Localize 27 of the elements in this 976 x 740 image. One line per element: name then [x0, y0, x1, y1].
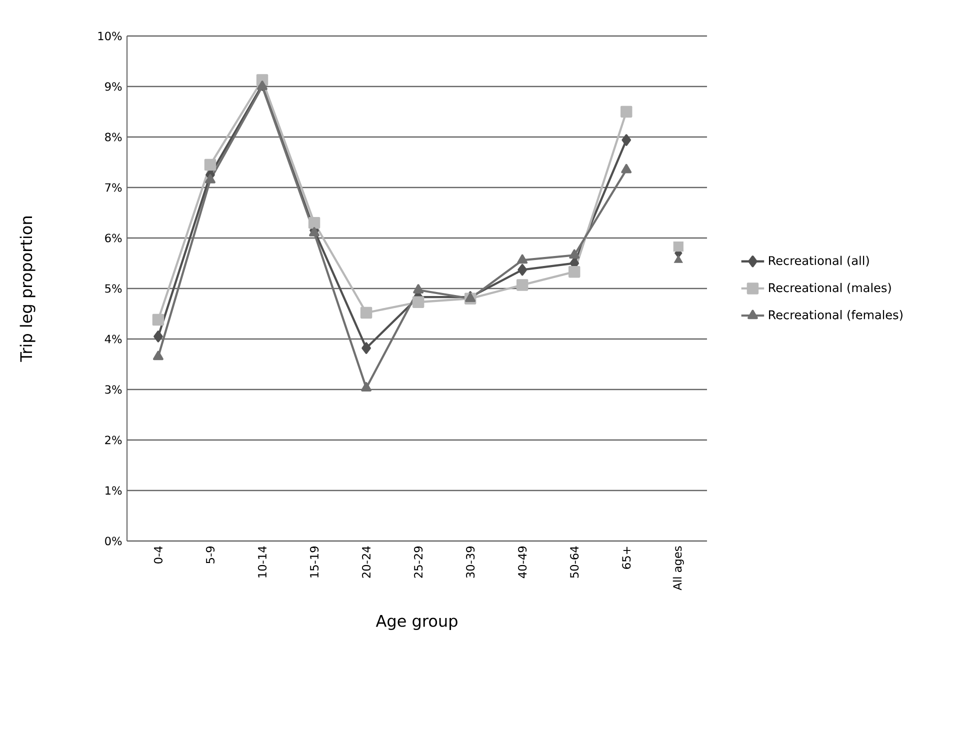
legend-label: Recreational (all) — [769, 256, 869, 267]
y-tick-label: 7% — [105, 183, 122, 192]
y-tick-label: 3% — [105, 385, 122, 394]
x-axis-title: Age group — [376, 615, 458, 630]
x-tick-label: 10-14 — [258, 546, 267, 578]
legend-label: Recreational (males) — [769, 282, 891, 294]
y-axis-title: Trip leg proportion — [20, 216, 36, 362]
x-tick-label: 5-9 — [206, 546, 215, 564]
legend-label: Recreational (females) — [769, 310, 902, 321]
x-tick-label: 50-64 — [570, 546, 579, 578]
y-tick-label: 8% — [105, 132, 122, 142]
y-tick-label: 5% — [105, 284, 122, 293]
y-tick-label: 9% — [105, 82, 122, 91]
y-tick-label: 1% — [106, 486, 122, 495]
y-tick-label: 2% — [105, 436, 122, 444]
y-tick-label: 4% — [104, 334, 122, 344]
x-tick-label: 65+ — [622, 546, 631, 569]
y-tick-label: 6% — [105, 234, 122, 242]
x-tick-label: All ages — [672, 546, 684, 590]
x-tick-label: 0-4 — [154, 546, 163, 564]
y-tick-label: 10% — [98, 32, 122, 40]
x-tick-label: 20-24 — [362, 546, 371, 578]
x-tick-label: 15-19 — [310, 546, 319, 578]
x-tick-label: 25-29 — [414, 546, 423, 578]
y-tick-label: 0% — [105, 536, 122, 546]
x-tick-label: 40-49 — [518, 546, 527, 578]
x-tick-label: 30-39 — [466, 546, 475, 578]
